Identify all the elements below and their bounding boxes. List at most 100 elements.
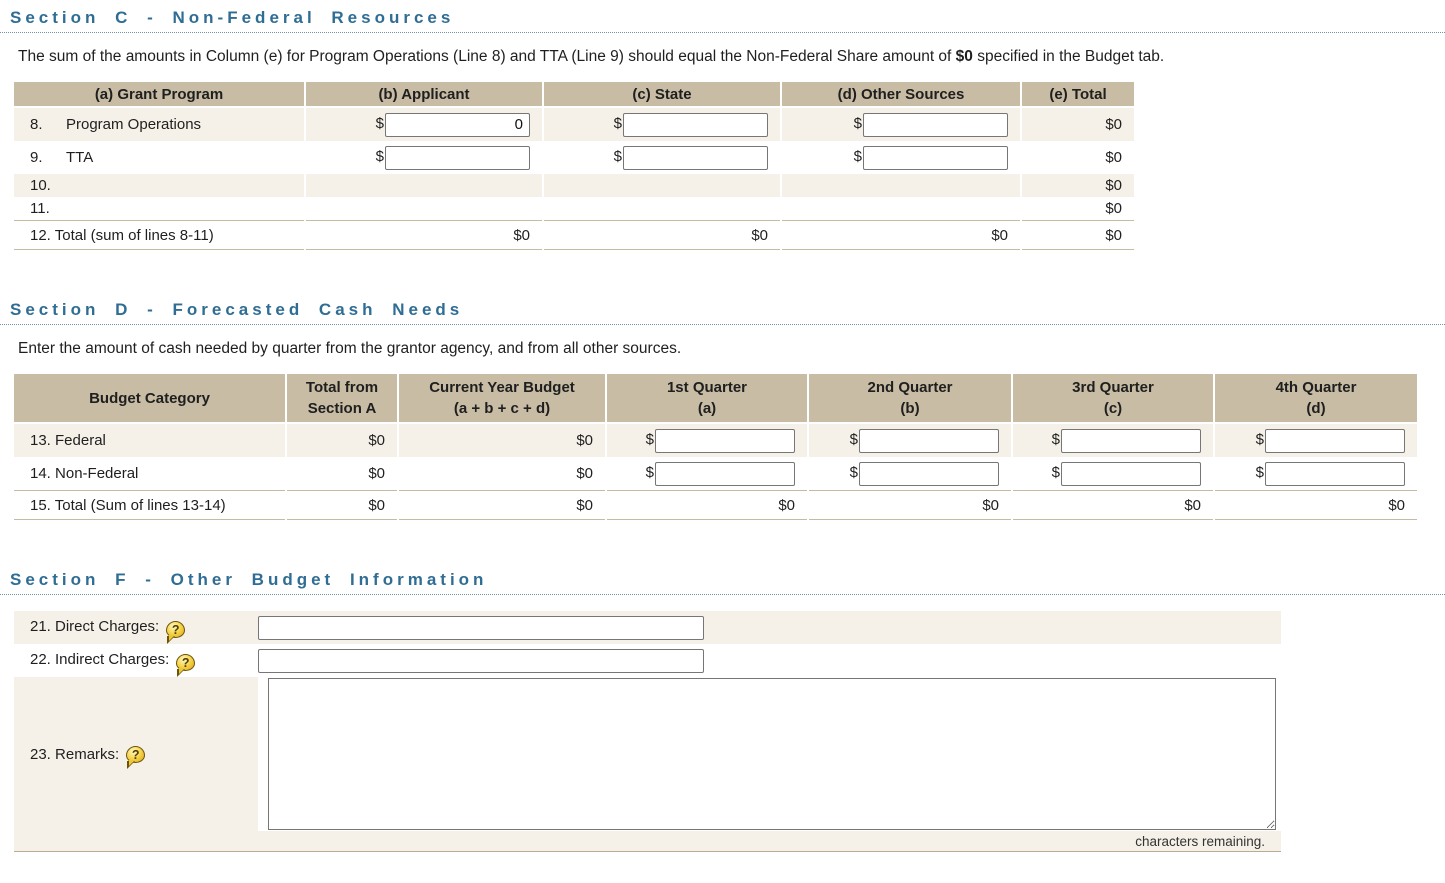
column-header-total-from-section-a: Total from Section A — [287, 374, 397, 424]
line10-total-value: $0 — [1022, 174, 1134, 197]
table-row-line9: 9. TTA $ $ $ $0 — [14, 141, 1134, 174]
line14-q1-input[interactable] — [655, 461, 795, 486]
line12-total-value: $0 — [1022, 220, 1134, 250]
line14-q2-input[interactable] — [859, 461, 999, 486]
section-c-instruction: The sum of the amounts in Column (e) for… — [18, 48, 1445, 66]
row-label: Program Operations — [66, 116, 202, 133]
line8-state-input[interactable] — [623, 112, 768, 137]
line11-total-value: $0 — [1022, 197, 1134, 220]
row-number: 9. — [30, 149, 43, 166]
currency-symbol: $ — [613, 115, 622, 133]
remarks-label: 23. Remarks:? — [14, 677, 258, 831]
column-header-2nd-quarter: 2nd Quarter (b) — [809, 374, 1011, 424]
line13-q3-input[interactable] — [1061, 428, 1201, 453]
indirect-charges-help-icon[interactable]: ? — [176, 653, 196, 677]
table-row-line8: 8. Program Operations $ $ $ $0 — [14, 108, 1134, 141]
section-d-table: Budget Category Total from Section A Curr… — [12, 374, 1419, 520]
column-header-state: (c) State — [544, 82, 780, 108]
column-header-grant-program: (a) Grant Program — [14, 82, 304, 108]
section-c-table: (a) Grant Program (b) Applicant (c) Stat… — [12, 82, 1136, 250]
line13-current-year-budget: $0 — [399, 424, 605, 457]
table-row-line13: 13. Federal $0 $0 $ $ $ $ — [14, 424, 1417, 457]
indirect-charges-input[interactable] — [258, 648, 704, 673]
direct-charges-input[interactable] — [258, 615, 704, 640]
column-header-applicant: (b) Applicant — [306, 82, 542, 108]
remarks-row: 23. Remarks:? — [14, 677, 1281, 831]
column-header-1st-quarter: 1st Quarter (a) — [607, 374, 807, 424]
line8-other-sources-input[interactable] — [863, 112, 1008, 137]
line14-q4-input[interactable] — [1265, 461, 1405, 486]
currency-symbol: $ — [645, 431, 654, 449]
section-c-title: Section C - Non-Federal Resources — [0, 0, 1445, 33]
currency-symbol: $ — [853, 115, 862, 133]
table-row-line10: 10. $0 — [14, 174, 1134, 197]
line9-applicant-input[interactable] — [385, 145, 530, 170]
row-number: 8. — [30, 116, 43, 133]
non-federal-share-amount: $0 — [955, 48, 973, 65]
instruction-text: specified in the Budget tab. — [972, 48, 1165, 65]
currency-symbol: $ — [1255, 431, 1264, 449]
row-number: 10. — [30, 177, 51, 194]
line15-q3-total: $0 — [1013, 490, 1213, 520]
line15-total-section-a: $0 — [287, 490, 397, 520]
row-label: TTA — [66, 149, 94, 166]
currency-symbol: $ — [853, 148, 862, 166]
row-label: 14. Non-Federal — [14, 457, 285, 490]
currency-symbol: $ — [613, 148, 622, 166]
row-label: 13. Federal — [14, 424, 285, 457]
line14-q3-input[interactable] — [1061, 461, 1201, 486]
total-row-label: 12. Total (sum of lines 8-11) — [14, 220, 304, 250]
line9-other-sources-input[interactable] — [863, 145, 1008, 170]
total-row-label: 15. Total (Sum of lines 13-14) — [14, 490, 285, 520]
section-f-panel: 21. Direct Charges:? 22. Indirect Charge… — [14, 611, 1281, 852]
currency-symbol: $ — [1051, 431, 1060, 449]
line8-applicant-input[interactable] — [385, 112, 530, 137]
line12-applicant-total: $0 — [306, 220, 542, 250]
line12-state-total: $0 — [544, 220, 780, 250]
section-d-header-row: Budget Category Total from Section A Curr… — [14, 374, 1417, 424]
line13-q2-input[interactable] — [859, 428, 999, 453]
currency-symbol: $ — [645, 464, 654, 482]
line13-total-section-a: $0 — [287, 424, 397, 457]
column-header-3rd-quarter: 3rd Quarter (c) — [1013, 374, 1213, 424]
characters-remaining-label: characters remaining. — [14, 831, 1281, 852]
column-header-current-year-budget: Current Year Budget (a + b + c + d) — [399, 374, 605, 424]
indirect-charges-label: 22. Indirect Charges:? — [14, 651, 258, 677]
remarks-help-icon[interactable]: ? — [126, 745, 146, 769]
column-header-4th-quarter: 4th Quarter (d) — [1215, 374, 1417, 424]
direct-charges-help-icon[interactable]: ? — [166, 620, 186, 644]
direct-charges-label: 21. Direct Charges:? — [14, 618, 258, 644]
section-d-title: Section D - Forecasted Cash Needs — [0, 292, 1445, 325]
line12-other-sources-total: $0 — [782, 220, 1020, 250]
section-d-instruction: Enter the amount of cash needed by quart… — [18, 340, 682, 357]
currency-symbol: $ — [375, 115, 384, 133]
line9-state-input[interactable] — [623, 145, 768, 170]
row-number: 11. — [30, 200, 50, 217]
column-header-total: (e) Total — [1022, 82, 1134, 108]
line13-q1-input[interactable] — [655, 428, 795, 453]
line15-q4-total: $0 — [1215, 490, 1417, 520]
line8-total-value: $0 — [1022, 108, 1134, 141]
section-c-header-row: (a) Grant Program (b) Applicant (c) Stat… — [14, 82, 1134, 108]
line15-current-year-budget: $0 — [399, 490, 605, 520]
currency-symbol: $ — [849, 464, 858, 482]
section-f-title: Section F - Other Budget Information — [0, 562, 1445, 595]
indirect-charges-row: 22. Indirect Charges:? — [14, 644, 1281, 677]
table-row-line15-total: 15. Total (Sum of lines 13-14) $0 $0 $0 … — [14, 490, 1417, 520]
direct-charges-row: 21. Direct Charges:? — [14, 611, 1281, 644]
currency-symbol: $ — [1255, 464, 1264, 482]
line9-total-value: $0 — [1022, 141, 1134, 174]
table-row-line11: 11. $0 — [14, 197, 1134, 220]
instruction-text: The sum of the amounts in Column (e) for… — [18, 48, 956, 65]
currency-symbol: $ — [375, 148, 384, 166]
line14-current-year-budget: $0 — [399, 457, 605, 490]
line15-q2-total: $0 — [809, 490, 1011, 520]
line13-q4-input[interactable] — [1265, 428, 1405, 453]
currency-symbol: $ — [1051, 464, 1060, 482]
remarks-textarea[interactable] — [268, 678, 1276, 830]
column-header-other-sources: (d) Other Sources — [782, 82, 1020, 108]
table-row-line12-total: 12. Total (sum of lines 8-11) $0 $0 $0 $… — [14, 220, 1134, 250]
line14-total-section-a: $0 — [287, 457, 397, 490]
table-row-line14: 14. Non-Federal $0 $0 $ $ $ $ — [14, 457, 1417, 490]
column-header-budget-category: Budget Category — [14, 374, 285, 424]
